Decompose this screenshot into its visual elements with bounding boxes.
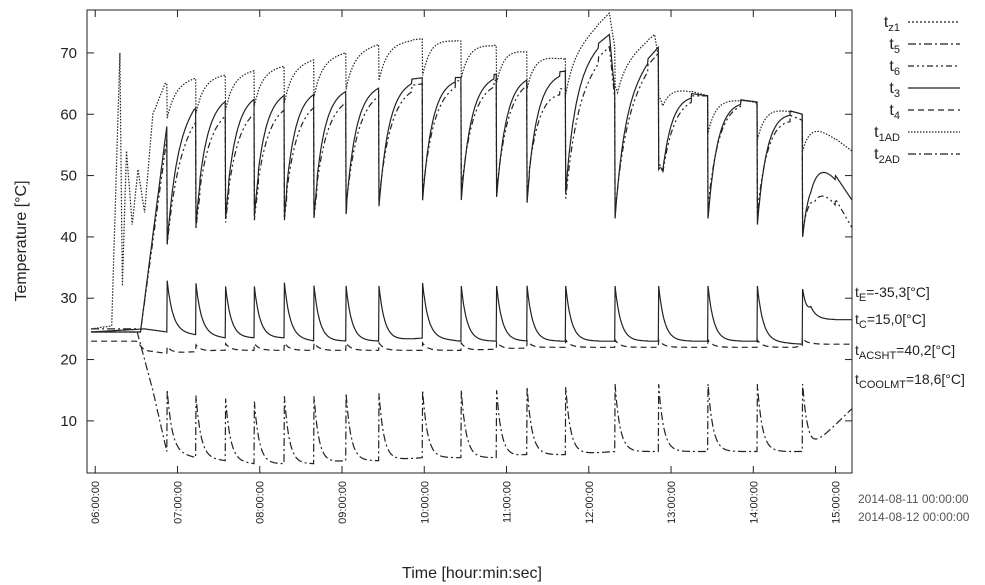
x-axis: 06:00:00 07:00:00 08:00:00 09:00:00 10:00:00… xyxy=(90,10,843,524)
y-tick-label: 70 xyxy=(60,45,77,62)
legend-label: t1AD xyxy=(874,124,900,144)
legend-label: t2AD xyxy=(874,146,900,166)
y-tick-label: 10 xyxy=(60,413,77,430)
x-tick-label: 08:00:00 xyxy=(255,481,267,524)
x-tick-label: 14:00:00 xyxy=(748,481,760,524)
annotations: tE=-35,3[°C] tC=15,0[°C] tACSHT=40,2[°C] tC… xyxy=(855,284,965,391)
plot-frame xyxy=(86,9,853,474)
y-axis: 10 20 30 40 50 60 70 xyxy=(60,45,852,430)
x-tick-label: 13:00:00 xyxy=(666,481,678,524)
legend-label: t3 xyxy=(889,80,900,100)
legend-label: t4 xyxy=(889,102,900,122)
legend-label: t5 xyxy=(889,36,900,56)
series-layer xyxy=(90,11,852,465)
y-tick-label: 20 xyxy=(60,352,77,369)
series-line-tCOOLMT xyxy=(91,328,852,465)
y-tick-label: 40 xyxy=(60,229,77,246)
y-axis-title: Temperature [°C] xyxy=(13,180,30,301)
series-line-t1AD xyxy=(90,11,852,330)
x-tick-label: 15:00:00 xyxy=(831,481,843,524)
series-line-t6 xyxy=(91,45,852,333)
date-labels: 2014-08-11 00:00:00 2014-08-12 00:00:00 xyxy=(858,492,970,524)
x-tick-label: 10:00:00 xyxy=(419,481,431,524)
series-line-t3 xyxy=(91,33,852,333)
y-tick-label: 60 xyxy=(60,106,77,123)
y-tick-label: 50 xyxy=(60,168,77,185)
date-label: 2014-08-11 00:00:00 xyxy=(858,492,969,506)
x-axis-title: Time [hour:min:sec] xyxy=(402,565,542,582)
legend-label: tz1 xyxy=(884,14,900,34)
annotation-label: tE=-35,3[°C] xyxy=(855,284,930,304)
x-tick-label: 11:00:00 xyxy=(502,481,514,523)
date-label: 2014-08-12 00:00:00 xyxy=(858,510,970,524)
series-line-tC xyxy=(90,280,852,345)
legend-label: t6 xyxy=(889,58,900,78)
y-tick-label: 30 xyxy=(60,290,77,307)
annotation-label: tC=15,0[°C] xyxy=(855,311,926,331)
x-tick-label: 09:00:00 xyxy=(337,481,349,524)
x-tick-label: 07:00:00 xyxy=(172,481,184,524)
series-line-tACSHT xyxy=(91,337,852,354)
x-tick-label: 12:00:00 xyxy=(584,481,596,524)
annotation-label: tACSHT=40,2[°C] xyxy=(855,342,955,362)
x-tick-label: 06:00:00 xyxy=(90,481,102,524)
annotation-label: tCOOLMT=18,6[°C] xyxy=(855,371,965,391)
